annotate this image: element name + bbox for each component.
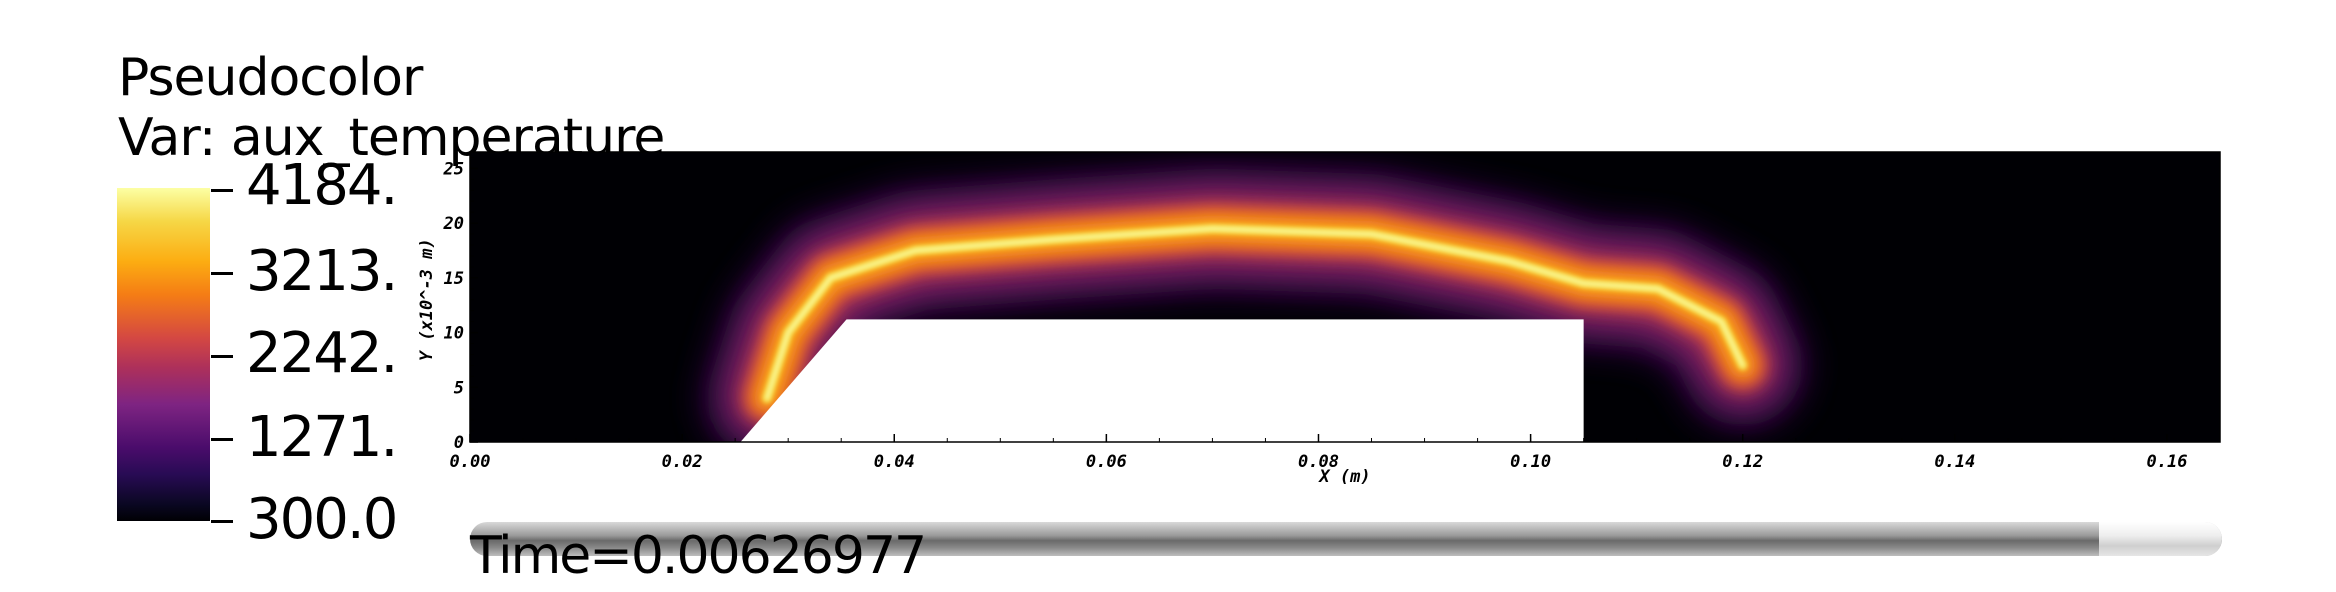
y-tick-label: 25 (443, 159, 464, 179)
x-tick-label: 0.16 (2146, 452, 2187, 472)
x-tick-label: 0.06 (1086, 452, 1127, 472)
y-tick-label: 20 (443, 214, 464, 234)
colorbar-label-max: 4184. (246, 153, 398, 218)
plot-frame (469, 151, 2221, 443)
colorbar-tick (211, 438, 233, 441)
colorbar-tick (211, 189, 233, 192)
time-slider (470, 522, 2222, 556)
time-label: Time=0.00626977 (470, 526, 927, 586)
colorbar-label: 1271. (246, 405, 398, 470)
colorbar-tick (211, 272, 233, 275)
x-tick-label: 0.14 (1934, 452, 1975, 472)
legend-title: Pseudocolor Var: aux_temperature (118, 48, 665, 168)
flame-layer-6 (765, 226, 1745, 400)
y-tick-label: 10 (444, 324, 464, 344)
colorbar-label: 3213. (246, 239, 398, 304)
temperature-field (707, 168, 1803, 442)
x-tick-label: 0.02 (662, 452, 703, 472)
colorbar-tick (211, 520, 233, 523)
y-tick-label: 15 (444, 269, 464, 289)
x-tick-label: 0.10 (1510, 452, 1551, 472)
colorbar-tick (211, 355, 233, 358)
y-axis: 0 5 10 15 20 25 (443, 156, 478, 453)
x-axis: 0.00 0.02 0.04 0.06 0.08 0.10 0.12 0.14 0.16 (450, 434, 2221, 472)
x-tick-label: 0.04 (874, 452, 915, 472)
x-tick-label: 0.08 (1298, 452, 1339, 472)
colorbar-label: 2242. (246, 321, 398, 386)
y-tick-label: 0 (454, 433, 464, 453)
y-tick-label: 5 (454, 378, 464, 398)
x-tick-label: 0.00 (450, 452, 491, 472)
x-axis-title: X (m) (1317, 467, 1370, 487)
time-slider-remaining (2099, 522, 2222, 556)
colorbar-label-min: 300.0 (246, 487, 398, 552)
y-axis-title: Y (x10^-3 m) (417, 238, 437, 361)
solid-obstacle (740, 319, 1584, 442)
legend-plot-type: Pseudocolor (118, 48, 423, 108)
colorbar (117, 188, 210, 521)
x-tick-label: 0.12 (1722, 452, 1763, 472)
